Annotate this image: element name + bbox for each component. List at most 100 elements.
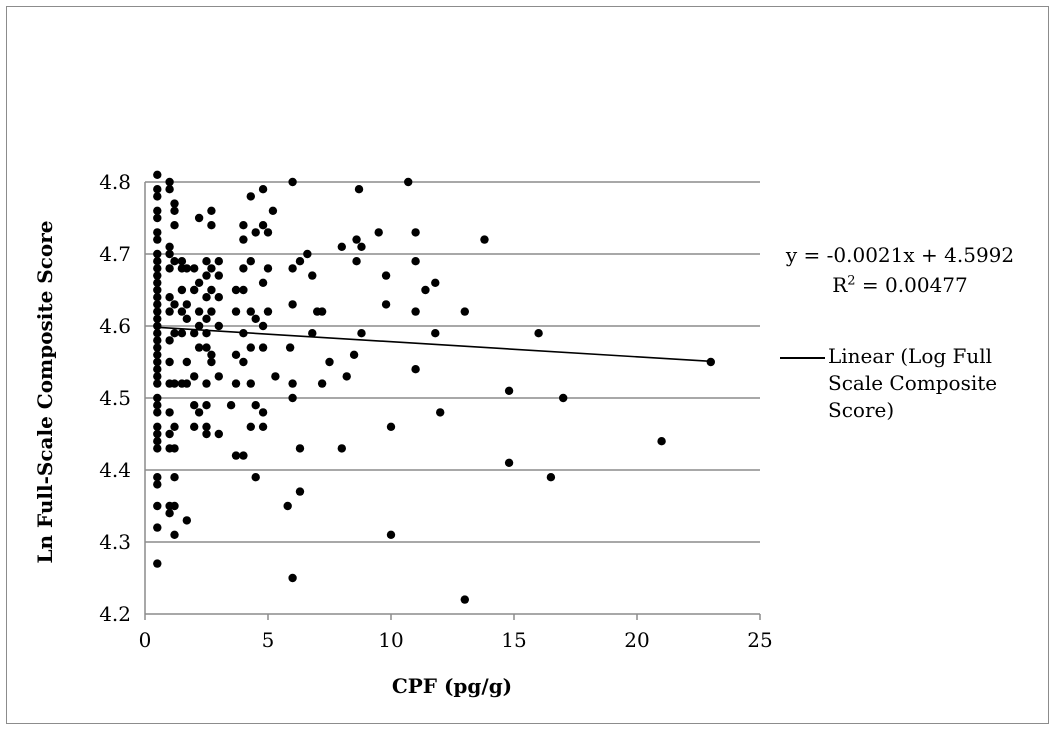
data-point [268,206,278,215]
data-point [170,206,179,215]
data-point [288,177,297,187]
data-point [170,422,179,431]
data-point [153,444,162,453]
data-point [153,379,162,388]
data-point [337,444,346,453]
data-point [182,357,192,367]
data-point [239,221,248,230]
data-point [182,379,192,388]
data-point [165,357,174,367]
data-point [231,451,241,460]
data-point [411,307,420,316]
data-point [303,249,312,259]
data-point [231,307,241,316]
data-point [381,300,391,309]
data-point [153,285,162,295]
data-point [153,393,162,403]
tick-labels: 4.2 4.3 4.4 4.5 4.6 4.7 4.8 0 5 10 15 20 25 [99,170,773,652]
data-point [153,228,162,237]
data-point [153,480,162,489]
data-point [460,595,469,604]
data-point [153,249,162,259]
data-point [153,336,162,345]
data-point [153,343,162,352]
data-point [153,372,162,381]
data-point [258,221,268,230]
data-point [288,300,297,309]
data-point [153,357,162,367]
data-point [153,293,162,302]
data-point [317,379,327,388]
data-point [288,264,297,273]
data-point [153,300,162,309]
data-point [239,285,248,295]
data-point [190,285,199,295]
data-point [153,206,162,215]
data-point [190,401,199,410]
data-point [258,343,268,352]
x-tick-label: 25 [747,628,772,652]
data-point [165,185,174,194]
trendline-equation: y = -0.0021x + 4.5992 R2 = 0.00477 [780,240,1020,300]
data-point [153,501,162,511]
data-point [207,307,216,316]
data-point [239,357,248,367]
y-tick-label: 4.8 [99,170,131,194]
data-point [165,293,174,302]
data-point [177,329,187,338]
data-point [153,422,162,431]
x-tick-label: 0 [139,628,152,652]
data-point [381,271,391,280]
data-point [170,501,179,511]
data-point [170,329,179,338]
data-point [194,321,204,331]
r2-exponent: 2 [847,273,856,289]
data-point [317,307,327,316]
data-point [342,372,351,381]
data-point [207,206,216,215]
chart-frame [6,6,1049,724]
data-point [153,185,162,194]
data-point [504,386,514,395]
data-point [165,177,174,187]
data-point [251,401,260,410]
x-axis-title: CPF (pg/g) [392,674,512,698]
data-point [534,329,543,338]
data-point [271,372,280,381]
data-point [170,473,179,482]
trendline [157,326,711,363]
data-point [153,365,162,374]
data-point [170,257,179,266]
data-point [153,408,162,417]
data-point [214,257,223,266]
data-point [194,408,204,417]
data-point [288,393,297,403]
data-point [285,343,295,352]
data-point [165,307,174,316]
data-point [202,429,211,439]
data-point [153,192,162,201]
data-point [431,278,440,287]
data-point [190,264,199,273]
data-point [352,235,361,244]
y-tick-label: 4.5 [99,386,131,410]
data-point [431,329,440,338]
data-point [325,357,334,367]
r-squared-text: R2 = 0.00477 [780,270,1020,300]
data-point [258,321,268,331]
data-point [153,314,162,323]
data-point [546,473,556,482]
data-point [207,350,216,359]
data-point [246,192,255,201]
data-point [177,285,187,295]
data-point [170,530,179,539]
data-point [504,458,514,467]
gridlines [145,181,760,543]
x-tick-label: 5 [262,628,275,652]
y-tick-label: 4.2 [99,602,131,626]
legend-line-swatch [780,357,825,359]
data-point [153,401,162,410]
data-point [214,271,223,280]
data-point [231,285,241,295]
data-point [214,321,223,331]
